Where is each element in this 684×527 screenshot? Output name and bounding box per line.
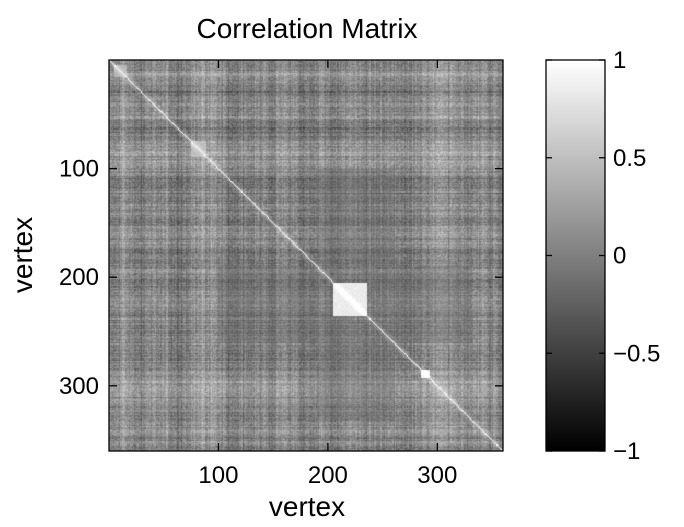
colorbar-tick-label: −1 [613, 438, 640, 465]
y-axis-label: vertex [7, 217, 38, 293]
colorbar-ticks: 1 0.5 0 −0.5 −1 [546, 47, 660, 465]
heatmap-area [109, 60, 503, 451]
x-axis-label: vertex [269, 491, 345, 522]
y-tick-label: 300 [59, 373, 99, 400]
x-tick-label: 100 [198, 462, 238, 489]
x-tick-label: 200 [308, 462, 348, 489]
y-tick-label: 100 [59, 156, 99, 183]
chart-title: Correlation Matrix [197, 13, 418, 44]
colorbar-tick-label: 1 [613, 47, 626, 74]
x-axis-ticks: 100 200 300 [198, 60, 457, 489]
plot-frame [108, 59, 504, 452]
x-tick-label: 300 [417, 462, 457, 489]
colorbar [545, 59, 606, 452]
colorbar-tick-label: 0.5 [613, 145, 646, 172]
y-axis-ticks: 100 200 300 [59, 156, 503, 400]
correlation-heatmap [109, 60, 503, 451]
colorbar-tick-label: 0 [613, 243, 626, 270]
y-tick-label: 200 [59, 264, 99, 291]
colorbar-tick-label: −0.5 [613, 340, 660, 367]
